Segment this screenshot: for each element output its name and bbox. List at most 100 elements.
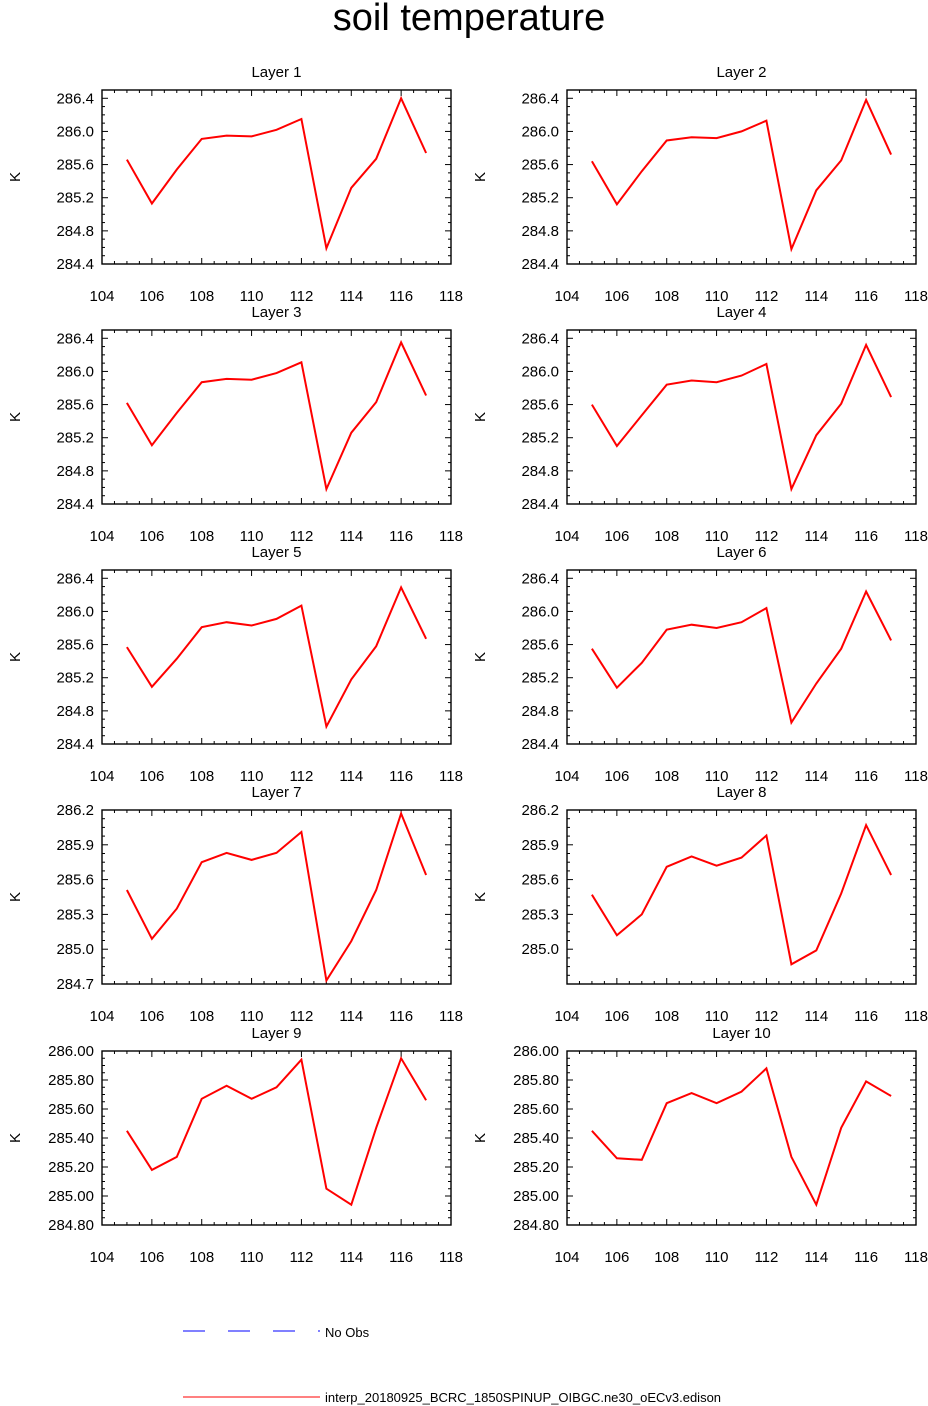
x-tick-label: 106 [139,528,164,545]
x-tick-label: 108 [654,768,679,785]
y-tick-label: 285.3 [56,906,94,923]
y-axis-label: K [472,652,489,662]
x-tick-label: 116 [389,1008,413,1025]
series-line [591,822,892,966]
x-tick-label: 112 [754,528,778,545]
x-tick-label: 116 [854,528,878,545]
y-tick-label: 286.0 [521,123,559,140]
y-axis-label: K [7,892,24,902]
y-tick-label: 285.9 [521,837,559,854]
y-tick-label: 284.8 [56,223,94,240]
x-tick-label: 116 [389,528,413,545]
y-axis-label: K [472,172,489,182]
x-tick-label: 106 [139,288,164,305]
x-tick-label: 118 [904,1249,928,1266]
plot-frame [566,1050,917,1226]
x-tick-label: 106 [604,528,629,545]
y-tick-label: 284.4 [56,496,94,513]
x-tick-label: 114 [804,768,828,785]
y-tick-label: 285.20 [513,1159,559,1176]
chart-panel-5: Layer 5 K 104 106 108 110 112 114 116 118 284.4 284… [7,544,463,785]
y-tick-label: 285.40 [513,1130,559,1147]
chart-panel-4: Layer 4 K 104 106 108 110 112 114 116 118 284.4 284… [472,304,928,545]
x-tick-label: 116 [854,1008,878,1025]
x-tick-label: 106 [139,1249,164,1266]
x-tick-label: 108 [654,1249,679,1266]
plot-frame [101,809,452,985]
legend: No Obs interp_20180925_BCRC_1850SPINUP_O… [183,1325,721,1405]
y-tick-label: 286.00 [48,1043,94,1060]
x-tick-label: 108 [189,1008,214,1025]
series-line [591,97,893,253]
x-tick-label: 118 [904,768,928,785]
panel-title: Layer 2 [716,64,766,81]
y-tick-label: 285.2 [521,430,559,447]
plot-frame [566,809,917,985]
y-tick-label: 285.2 [56,190,94,207]
y-tick-label: 286.0 [56,603,94,620]
x-tick-label: 104 [89,1249,114,1266]
x-tick-label: 108 [654,528,679,545]
series-line [126,95,428,252]
x-tick-label: 110 [240,1249,264,1266]
plot-frame [101,1050,452,1226]
y-tick-label: 285.3 [521,906,559,923]
y-axis-label: K [7,412,24,422]
x-tick-label: 118 [439,768,463,785]
y-tick-label: 286.2 [56,802,94,819]
y-tick-label: 284.7 [56,976,94,993]
x-tick-label: 108 [654,288,679,305]
y-tick-label: 285.9 [56,837,94,854]
x-tick-label: 116 [854,1249,878,1266]
y-tick-label: 286.4 [521,90,559,107]
y-axis-label: K [472,412,489,422]
series-line [126,1055,427,1207]
y-tick-label: 285.20 [48,1159,94,1176]
chart-panel-7: Layer 7 K 104 106 108 110 112 114 116 118 284.7 285… [7,784,463,1025]
y-tick-label: 286.4 [521,570,559,587]
y-axis-label: K [472,1133,489,1143]
x-tick-label: 112 [289,528,313,545]
x-tick-label: 116 [854,768,878,785]
x-tick-label: 114 [339,1249,363,1266]
chart-panel-9: Layer 9 K 104 106 108 110 112 114 116 118 284.80 28… [7,1025,463,1266]
x-tick-label: 110 [705,1249,729,1266]
y-tick-label: 284.80 [48,1217,94,1234]
x-tick-label: 118 [439,288,463,305]
y-tick-label: 285.0 [56,941,94,958]
y-tick-label: 285.6 [521,872,559,889]
panel-title: Layer 9 [251,1025,301,1042]
x-tick-label: 104 [89,528,114,545]
x-tick-label: 106 [604,288,629,305]
x-tick-label: 104 [554,528,579,545]
plot-frame [566,89,917,265]
x-tick-label: 114 [339,288,363,305]
x-tick-label: 110 [705,1008,729,1025]
chart-panel-1: Layer 1 K 104 106 108 110 112 114 116 118 284.4 284… [7,64,463,305]
y-tick-label: 285.00 [513,1188,559,1205]
chart-panel-10: Layer 10 K 104 106 108 110 112 114 116 118 284.80 2… [472,1025,928,1266]
x-tick-label: 104 [554,288,579,305]
chart-panel-6: Layer 6 K 104 106 108 110 112 114 116 118 284.4 284… [472,544,928,785]
x-tick-label: 116 [389,288,413,305]
y-tick-label: 284.8 [56,463,94,480]
x-tick-label: 110 [240,288,264,305]
x-tick-label: 114 [804,1249,828,1266]
x-tick-label: 106 [604,1008,629,1025]
y-tick-label: 286.2 [521,802,559,819]
panel-title: Layer 1 [251,64,301,81]
x-tick-label: 108 [189,1249,214,1266]
x-tick-label: 112 [289,1008,313,1025]
series-line [126,810,428,984]
y-tick-label: 285.2 [56,430,94,447]
panel-title: Layer 10 [712,1025,770,1042]
y-tick-label: 284.80 [513,1217,559,1234]
y-tick-label: 284.4 [521,736,559,753]
x-tick-label: 108 [189,528,214,545]
x-tick-label: 108 [654,1008,679,1025]
x-tick-label: 114 [804,288,828,305]
series-line [591,1066,892,1208]
x-tick-label: 112 [754,768,778,785]
panels: Layer 1 K 104 106 108 110 112 114 116 118 284.4 284… [7,64,928,1266]
